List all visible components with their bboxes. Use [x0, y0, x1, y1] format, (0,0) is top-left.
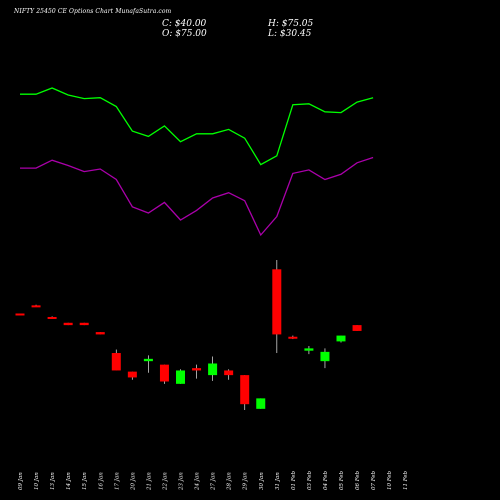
candle-body	[240, 375, 250, 405]
x-tick-label: 14 Jan	[66, 472, 72, 490]
x-tick-label: 11 Feb	[403, 470, 409, 490]
x-tick-label: 31 Jan	[275, 472, 281, 490]
candle-body	[208, 363, 218, 376]
candle-body	[320, 351, 330, 362]
candle-body	[79, 322, 89, 326]
candles-layer	[15, 260, 362, 410]
x-tick-label: 10 Feb	[387, 470, 393, 490]
upper-band-line	[20, 87, 374, 166]
candle-body	[352, 325, 362, 331]
x-tick-label: 13 Jan	[50, 472, 56, 490]
candle-body	[224, 370, 234, 376]
candle-body	[95, 332, 105, 335]
x-tick-label: 29 Jan	[243, 472, 249, 491]
candle-body	[272, 269, 282, 335]
candle-body	[192, 368, 202, 371]
x-tick-label: 23 Jan	[179, 472, 185, 491]
candle-body	[127, 371, 137, 378]
x-tick-label: 06 Feb	[355, 470, 361, 490]
x-tick-label: 24 Jan	[195, 472, 201, 491]
candle-body	[256, 398, 266, 409]
x-tick-label: 30 Jan	[259, 472, 265, 490]
candle-body	[143, 358, 153, 362]
high-price-label: H: $75.05	[268, 19, 314, 29]
candle-body	[111, 353, 121, 371]
lower-band-line	[20, 156, 374, 237]
close-price-label: C: $40.00	[162, 19, 207, 29]
x-tick-label: 20 Jan	[130, 472, 136, 491]
candle-body	[304, 348, 314, 351]
candle-body	[176, 370, 185, 384]
candle-body	[336, 335, 346, 342]
x-tick-label: 16 Jan	[98, 472, 104, 490]
bands-layer	[20, 87, 374, 237]
candle-body	[288, 336, 298, 339]
x-tick-label: 09 Jan	[18, 472, 24, 490]
candle-body	[15, 313, 25, 316]
x-tick-label: 28 Jan	[227, 472, 233, 491]
x-tick-label: 04 Feb	[323, 470, 329, 490]
x-tick-label: 22 Jan	[162, 472, 168, 491]
candle-body	[31, 305, 41, 308]
x-tick-label: 27 Jan	[211, 472, 217, 491]
x-tick-label: 07 Feb	[371, 470, 377, 490]
x-tick-label: 17 Jan	[114, 472, 120, 490]
x-tick-label: 05 Feb	[339, 470, 345, 490]
x-tick-label: 03 Feb	[307, 470, 313, 490]
x-axis-labels: 09 Jan 10 Jan 13 Jan 14 Jan 15 Jan 16 Jan 17 J…	[18, 470, 409, 491]
x-tick-label: 15 Jan	[82, 472, 88, 490]
candle-body	[63, 322, 73, 326]
chart-title: NIFTY 25450 CE Options Chart MunafaSutra…	[14, 8, 172, 15]
x-tick-label: 01 Feb	[291, 470, 297, 490]
candle-body	[159, 364, 169, 382]
open-price-label: O: $75.00	[162, 29, 207, 39]
low-price-label: L: $30.45	[268, 29, 312, 39]
x-tick-label: 21 Jan	[146, 472, 152, 491]
x-tick-label: 10 Jan	[34, 472, 40, 490]
candle-body	[47, 316, 57, 319]
